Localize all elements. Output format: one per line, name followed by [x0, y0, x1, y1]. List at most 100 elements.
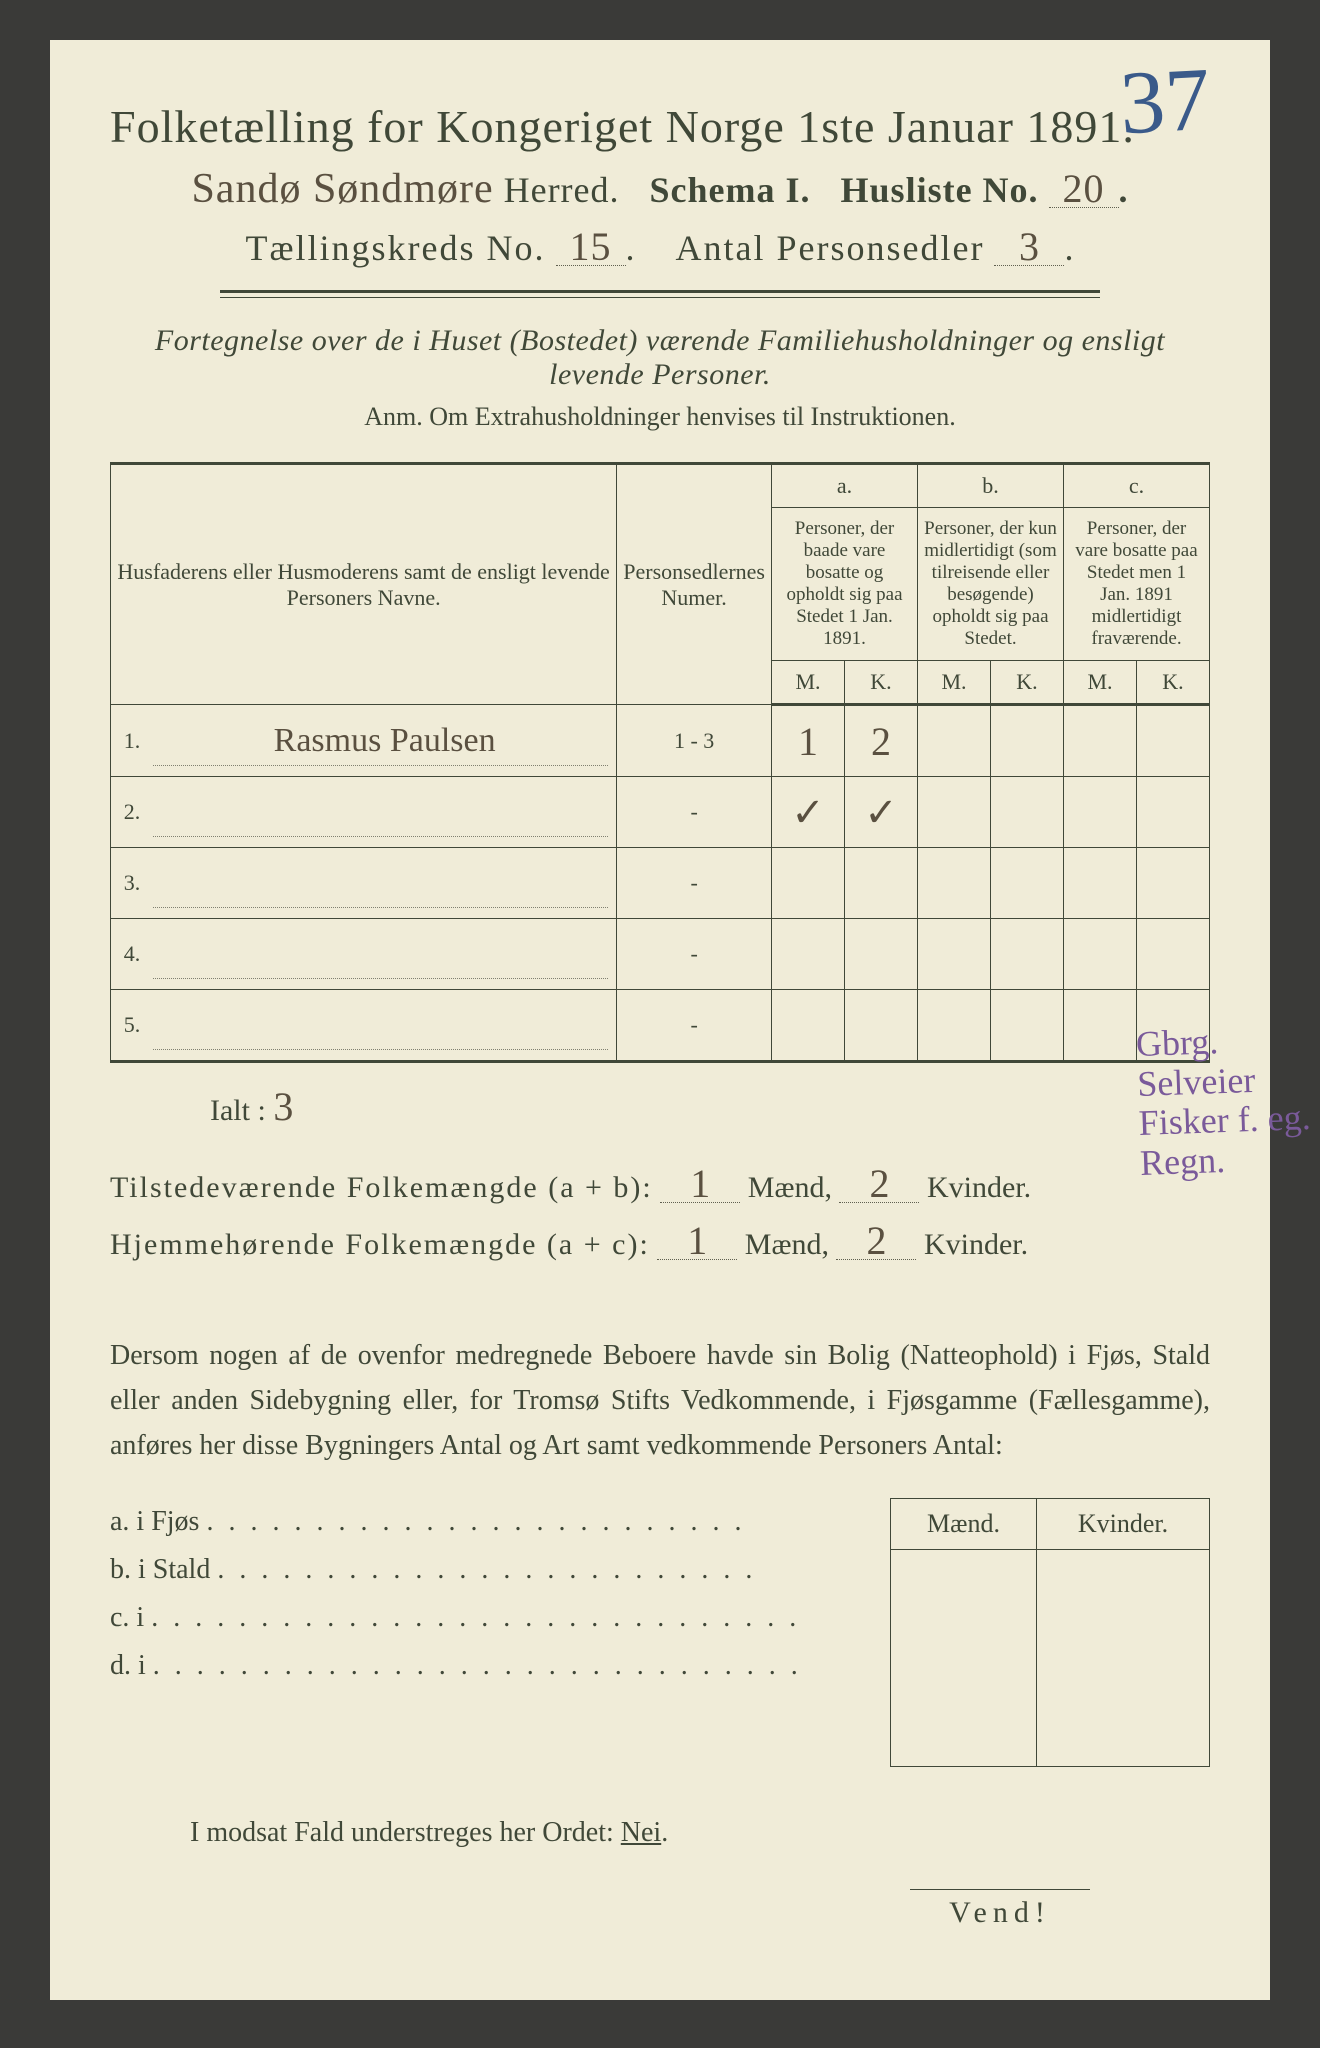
- resident-label: Hjemmehørende Folkemængde (a + c):: [110, 1228, 650, 1261]
- cell-ak: 2: [871, 718, 891, 765]
- col-b-text: Personer, der kun midlertidigt (som tilr…: [918, 508, 1064, 661]
- col-c-text: Personer, der vare bosatte paa Stedet me…: [1064, 508, 1210, 661]
- building-d-label: d. i: [110, 1650, 146, 1681]
- present-population-line: Tilstedeværende Folkemængde (a + b): 1 M…: [110, 1160, 1210, 1207]
- mk-cell: [891, 1550, 1037, 1605]
- main-table-wrap: Husfaderens eller Husmoderens samt de en…: [110, 462, 1210, 1063]
- mk-cell: [1037, 1550, 1210, 1605]
- mk-cell: [891, 1712, 1037, 1767]
- cell-ck: [1137, 777, 1210, 848]
- table-row: 4. -: [111, 919, 1210, 990]
- nei-line: I modsat Fald understreges her Ordet: Ne…: [190, 1817, 1210, 1849]
- cell-bk: [991, 919, 1064, 990]
- divider-rule: [220, 290, 1100, 298]
- row-number: 2.: [111, 777, 154, 848]
- cell-bk: [991, 777, 1064, 848]
- col-a-k: K.: [845, 661, 918, 705]
- cell-cm: [1064, 919, 1137, 990]
- cell-am: [772, 919, 845, 990]
- schema-label: Schema I.: [650, 170, 811, 210]
- cell-bm: [918, 777, 991, 848]
- husliste-no: 20: [1063, 165, 1105, 212]
- cell-ak: ✓: [864, 789, 898, 836]
- cell-bk: [991, 848, 1064, 919]
- col-b-label: b.: [918, 464, 1064, 508]
- table-row: 5. -: [111, 990, 1210, 1062]
- ialt-value: 3: [273, 1083, 293, 1130]
- cell-num: -: [617, 919, 772, 990]
- cell-cm: [1064, 705, 1137, 777]
- cell-ak: [845, 919, 918, 990]
- mk-m-header: Mænd.: [891, 1499, 1037, 1550]
- nei-word: Nei: [621, 1817, 661, 1848]
- present-m: 1: [690, 1160, 710, 1207]
- annotation-note: Anm. Om Extrahusholdninger henvises til …: [110, 402, 1210, 432]
- dotted-fill: . . . . . . . . . . . . . . . . . . . . …: [153, 1650, 802, 1681]
- cell-cm: [1064, 848, 1137, 919]
- ialt-label: Ialt :: [210, 1094, 266, 1127]
- buildings-block: a. i Fjøs . . . . . . . . . . . . . . . …: [110, 1498, 1210, 1767]
- row-number: 4.: [111, 919, 154, 990]
- row-number: 1.: [111, 705, 154, 777]
- col-b-k: K.: [991, 661, 1064, 705]
- nei-pre: I modsat Fald understreges her Ordet:: [190, 1817, 614, 1848]
- cell-ck: [1137, 919, 1210, 990]
- present-k-label: Kvinder.: [927, 1171, 1031, 1204]
- present-label: Tilstedeværende Folkemængde (a + b):: [110, 1171, 653, 1204]
- table-row: 2. - ✓ ✓: [111, 777, 1210, 848]
- cell-bm: [918, 990, 991, 1062]
- present-k: 2: [869, 1160, 889, 1207]
- cell-bm: [918, 848, 991, 919]
- resident-population-line: Hjemmehørende Folkemængde (a + c): 1 Mæn…: [110, 1217, 1210, 1264]
- resident-m-label: Mænd,: [745, 1228, 829, 1261]
- mk-cell: [891, 1604, 1037, 1658]
- cell-num: -: [617, 848, 772, 919]
- census-form-page: 37 Folketælling for Kongeriget Norge 1st…: [50, 40, 1270, 2000]
- building-c-label: c. i: [110, 1602, 144, 1633]
- cell-bk: [991, 990, 1064, 1062]
- cell-ak: [845, 848, 918, 919]
- col-a-text: Personer, der baade vare bosatte og opho…: [772, 508, 918, 661]
- buildings-list: a. i Fjøs . . . . . . . . . . . . . . . …: [110, 1498, 860, 1767]
- subtitle: Fortegnelse over de i Huset (Bostedet) v…: [110, 324, 1210, 392]
- dotted-fill: . . . . . . . . . . . . . . . . . . . . …: [206, 1506, 745, 1537]
- building-row-a: a. i Fjøs . . . . . . . . . . . . . . . …: [110, 1498, 860, 1546]
- mk-k-header: Kvinder.: [1037, 1499, 1210, 1550]
- col-names: Husfaderens eller Husmoderens samt de en…: [111, 464, 617, 705]
- cell-cm: [1064, 990, 1137, 1062]
- form-title: Folketælling for Kongeriget Norge 1ste J…: [110, 100, 1210, 153]
- row-number: 5.: [111, 990, 154, 1062]
- cell-ck: [1137, 848, 1210, 919]
- mk-cell: [1037, 1658, 1210, 1712]
- mk-table: Mænd. Kvinder.: [890, 1498, 1210, 1767]
- vend-label: Vend!: [910, 1889, 1090, 1930]
- dotted-fill: . . . . . . . . . . . . . . . . . . . . …: [217, 1554, 756, 1585]
- header-line-3: Tællingskreds No. 15. Antal Personsedler…: [110, 223, 1210, 270]
- cell-cm: [1064, 777, 1137, 848]
- cell-bk: [991, 705, 1064, 777]
- herred-name-hand: Sandø Søndmøre: [191, 165, 493, 213]
- census-table: Husfaderens eller Husmoderens samt de en…: [110, 462, 1210, 1063]
- cell-num: -: [617, 777, 772, 848]
- husliste-label: Husliste No.: [841, 170, 1039, 210]
- personsedler-label: Antal Personsedler: [676, 228, 985, 268]
- col-a-m: M.: [772, 661, 845, 705]
- resident-k-label: Kvinder.: [924, 1228, 1028, 1261]
- paragraph-text: Dersom nogen af de ovenfor medregnede Be…: [110, 1334, 1210, 1468]
- kreds-label: Tællingskreds No.: [246, 228, 546, 268]
- building-row-c: c. i . . . . . . . . . . . . . . . . . .…: [110, 1594, 860, 1642]
- building-b-label: b. i Stald: [110, 1554, 210, 1585]
- page-number-handwritten: 37: [1117, 48, 1212, 156]
- cell-ak: [845, 990, 918, 1062]
- cell-am: [772, 848, 845, 919]
- herred-label: Herred.: [504, 170, 620, 210]
- cell-bm: [918, 705, 991, 777]
- margin-note-hand: Gbrg. Selveier Fisker f. eg. Regn.: [1135, 1019, 1312, 1183]
- cell-am: 1: [798, 718, 818, 765]
- person-name-hand: Rasmus Paulsen: [274, 722, 496, 760]
- cell-bm: [918, 919, 991, 990]
- resident-m: 1: [687, 1217, 707, 1264]
- cell-am: ✓: [791, 789, 825, 836]
- building-row-b: b. i Stald . . . . . . . . . . . . . . .…: [110, 1546, 860, 1594]
- personsedler-no: 3: [1019, 223, 1040, 270]
